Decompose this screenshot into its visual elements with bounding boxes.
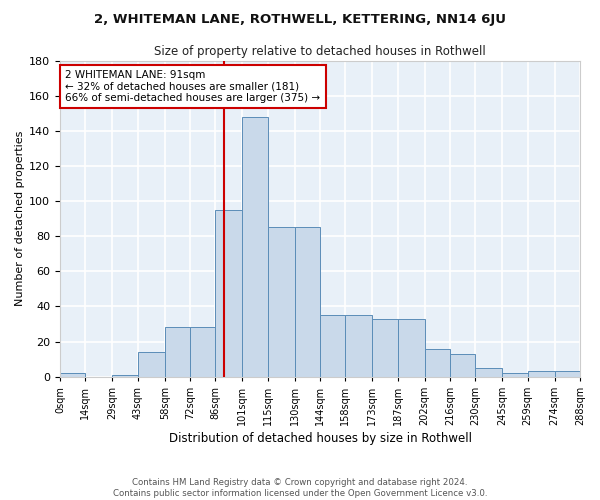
Bar bbox=[555, 372, 580, 376]
Text: 2, WHITEMAN LANE, ROTHWELL, KETTERING, NN14 6JU: 2, WHITEMAN LANE, ROTHWELL, KETTERING, N… bbox=[94, 12, 506, 26]
Bar bbox=[502, 373, 527, 376]
Bar bbox=[345, 315, 373, 376]
Bar bbox=[425, 348, 450, 376]
Bar bbox=[373, 318, 398, 376]
Y-axis label: Number of detached properties: Number of detached properties bbox=[15, 131, 25, 306]
Bar bbox=[268, 228, 295, 376]
Bar bbox=[398, 318, 425, 376]
Bar bbox=[190, 328, 215, 376]
Bar bbox=[60, 373, 85, 376]
Text: Contains HM Land Registry data © Crown copyright and database right 2024.
Contai: Contains HM Land Registry data © Crown c… bbox=[113, 478, 487, 498]
Bar bbox=[112, 375, 137, 376]
Bar bbox=[320, 315, 345, 376]
Bar bbox=[165, 328, 190, 376]
Bar bbox=[137, 352, 165, 376]
Text: 2 WHITEMAN LANE: 91sqm
← 32% of detached houses are smaller (181)
66% of semi-de: 2 WHITEMAN LANE: 91sqm ← 32% of detached… bbox=[65, 70, 320, 103]
Title: Size of property relative to detached houses in Rothwell: Size of property relative to detached ho… bbox=[154, 45, 486, 58]
Bar bbox=[242, 117, 268, 376]
Bar bbox=[450, 354, 475, 376]
Bar bbox=[475, 368, 502, 376]
Bar bbox=[295, 228, 320, 376]
X-axis label: Distribution of detached houses by size in Rothwell: Distribution of detached houses by size … bbox=[169, 432, 472, 445]
Bar bbox=[215, 210, 242, 376]
Bar bbox=[527, 372, 555, 376]
